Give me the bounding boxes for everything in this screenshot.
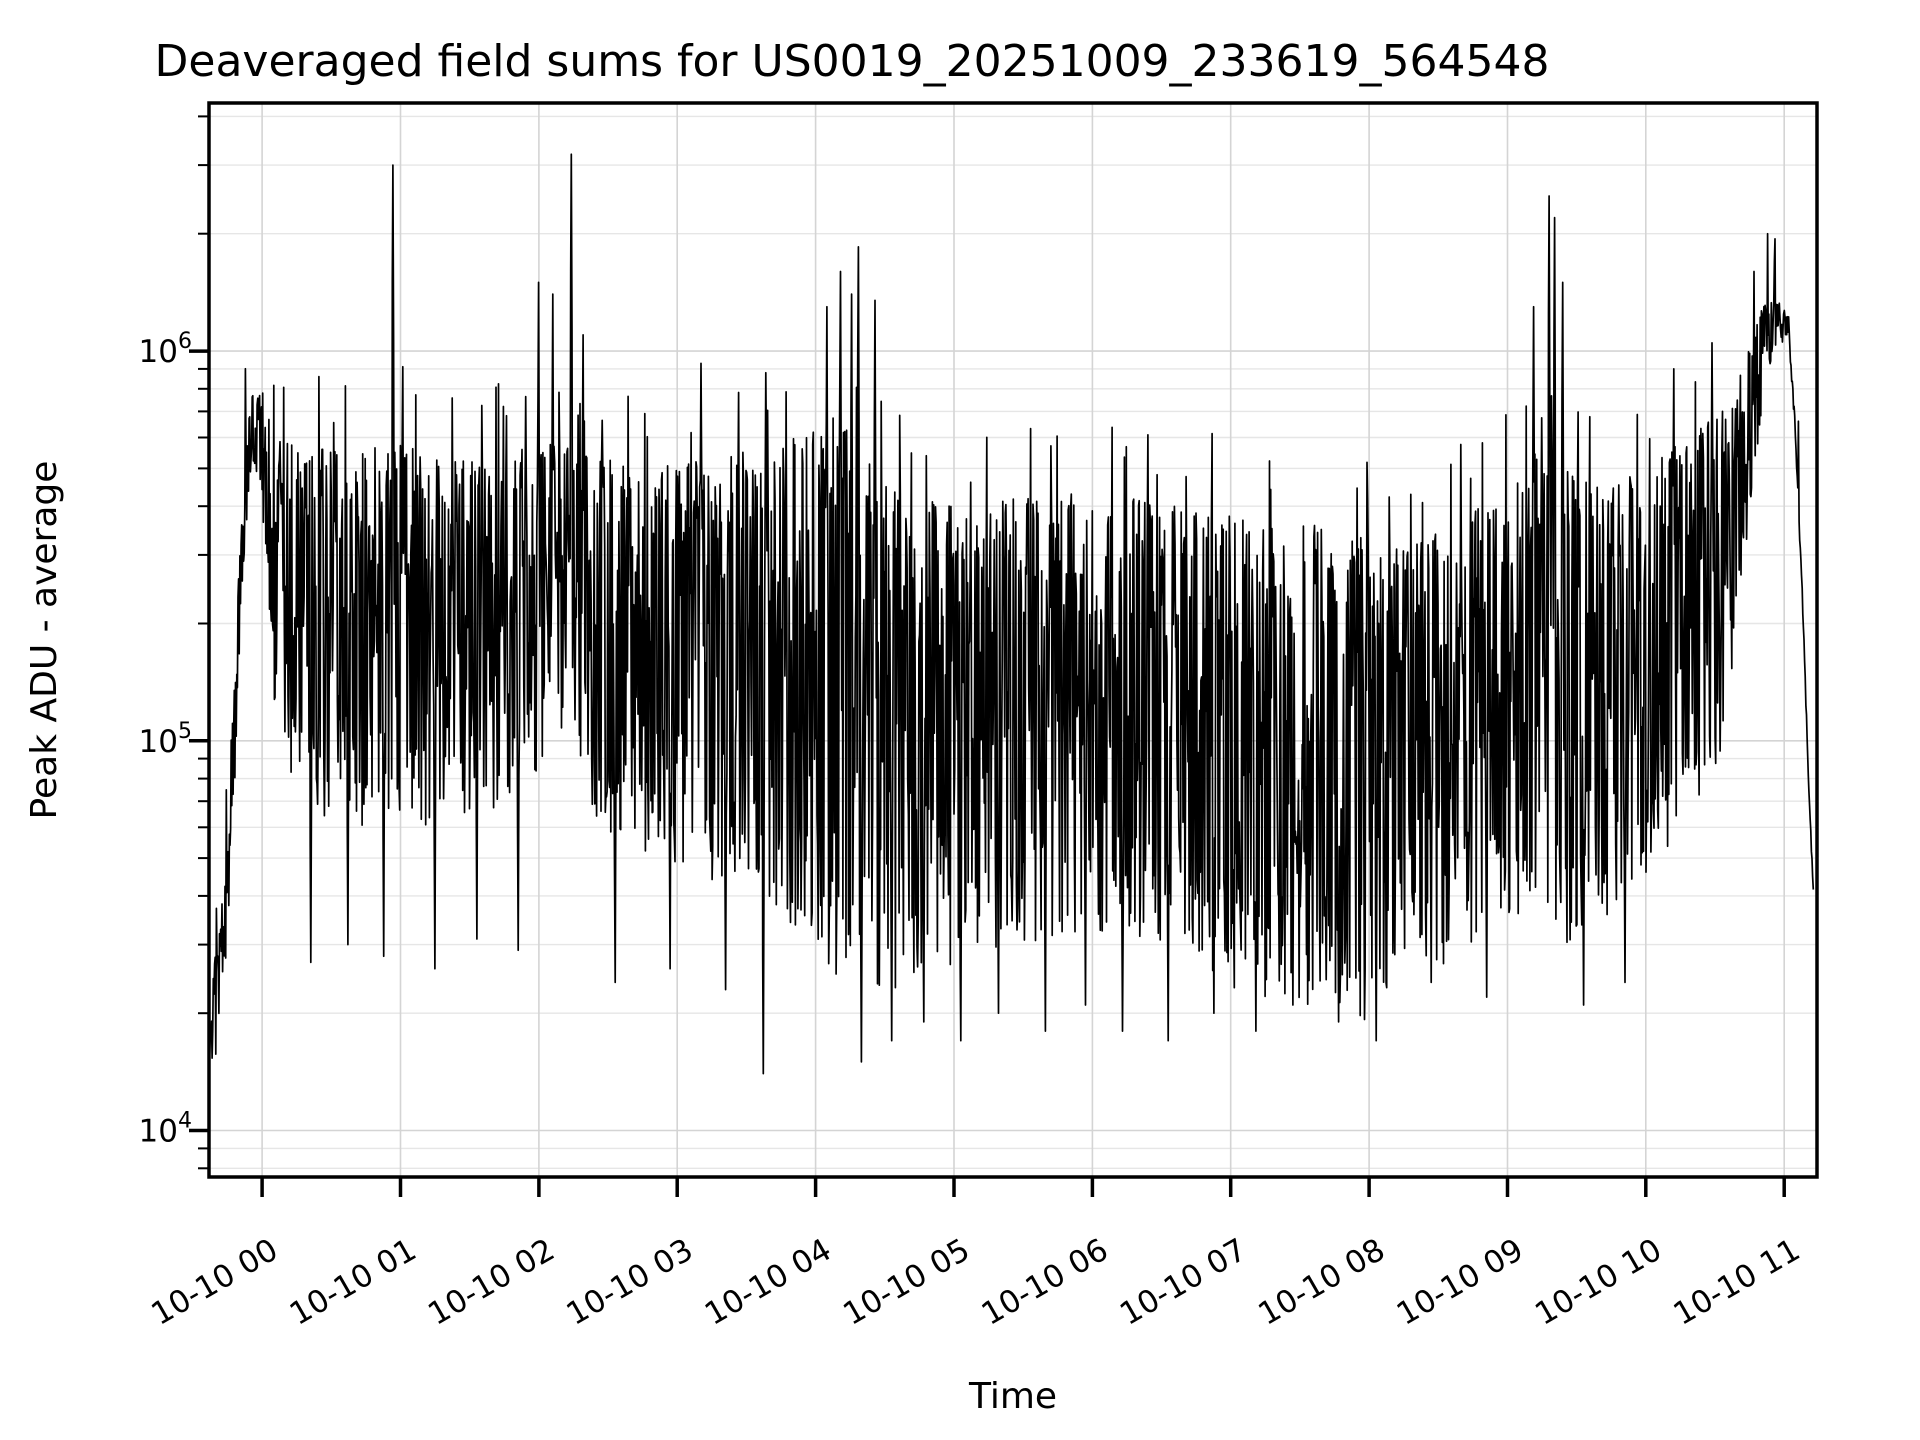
- x-tick-label: 10-10 11: [1667, 1232, 1806, 1333]
- x-tick-label: 10-10 00: [145, 1232, 284, 1333]
- x-axis-label: Time: [968, 1376, 1057, 1417]
- x-tick-label: 10-10 05: [837, 1232, 976, 1333]
- x-tick-label: 10-10 04: [699, 1232, 838, 1333]
- y-tick-label: 104: [139, 1109, 192, 1150]
- x-tick-label: 10-10 07: [1114, 1232, 1253, 1333]
- x-tick-label: 10-10 09: [1391, 1232, 1530, 1333]
- y-tick-label: 106: [139, 329, 192, 370]
- chart-title: Deaveraged field sums for US0019_2025100…: [155, 36, 1550, 87]
- x-tick-label: 10-10 01: [284, 1232, 423, 1333]
- x-tick-label: 10-10 06: [976, 1232, 1115, 1333]
- tick-layer: [189, 115, 1786, 1197]
- y-tick-label: 105: [139, 719, 192, 760]
- series-line: [208, 153, 1815, 1075]
- x-tick-label: 10-10 03: [560, 1232, 699, 1333]
- series-layer: [208, 153, 1815, 1075]
- x-tick-label: 10-10 10: [1529, 1232, 1668, 1333]
- plot-border: [207, 101, 1819, 1179]
- x-tick-label: 10-10 08: [1252, 1232, 1391, 1333]
- y-axis-label: Peak ADU - average: [24, 461, 65, 820]
- x-tick-label: 10-10 02: [422, 1232, 561, 1333]
- axes-layer: [207, 101, 1819, 1179]
